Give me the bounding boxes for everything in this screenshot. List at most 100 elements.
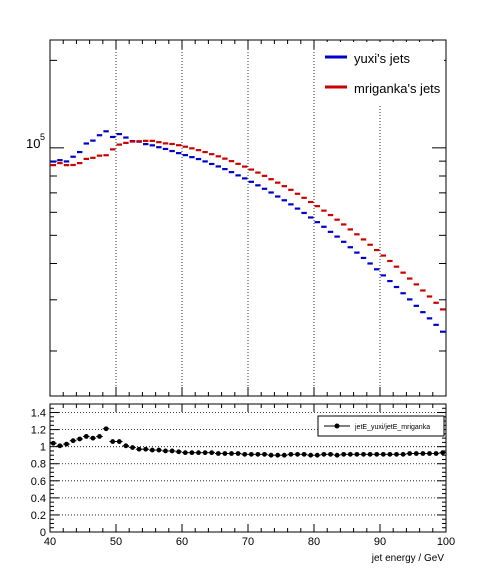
y-tick-label-exponent: 5 — [40, 132, 45, 142]
ratio-point — [295, 451, 300, 457]
ratio-point — [149, 447, 155, 453]
ratio-point — [413, 451, 419, 456]
ratio-point — [341, 451, 347, 457]
ratio-point — [380, 451, 386, 457]
ratio-y-tick-labels: 0 0.2 0.4 0.6 0.8 1 1.2 1.4 — [31, 408, 46, 539]
ratio-point — [387, 451, 393, 457]
ratio-legend: jetE_yuxi/jetE_mriganka — [317, 415, 445, 437]
ratio-point — [130, 445, 135, 450]
legend-label-mriganka: mriganka's jets — [354, 81, 441, 96]
upper-vertical-grid — [115, 40, 381, 396]
ratio-point — [196, 450, 201, 456]
ratio-point — [374, 451, 380, 457]
ratio-point — [328, 451, 333, 457]
ratio-point — [334, 452, 340, 458]
upper-axis-ticks — [49, 40, 447, 396]
y-tick-label-base: 10 — [26, 136, 40, 151]
ratio-point — [255, 451, 261, 457]
ratio-point — [440, 450, 446, 456]
x-tick-label: 90 — [374, 536, 386, 548]
ratio-point — [268, 452, 274, 458]
ratio-point — [136, 446, 142, 452]
legend-label-yuxi: yuxi's jets — [354, 51, 410, 66]
ratio-series — [50, 426, 446, 458]
x-tick-label: 100 — [437, 536, 455, 548]
ratio-point — [182, 450, 188, 456]
ratio-y-tick-label: 0.6 — [31, 476, 46, 488]
ratio-y-tick-label: 0 — [40, 527, 46, 539]
ratio-point — [202, 450, 208, 456]
upper-y-tick-label: 10 5 — [26, 132, 45, 151]
ratio-y-tick-label: 1 — [40, 442, 46, 454]
x-axis-label: jet energy / GeV — [371, 553, 445, 564]
ratio-plot: 0 0.2 0.4 0.6 0.8 1 1.2 1.4 40 50 60 70 80 90 100 jet… — [31, 403, 455, 564]
ratio-point — [248, 451, 254, 457]
ratio-point — [123, 443, 129, 449]
series-yuxi — [50, 130, 446, 333]
series-mriganka — [50, 139, 446, 311]
ratio-point — [288, 451, 294, 457]
ratio-legend-label: jetE_yuxi/jetE_mriganka — [354, 424, 430, 431]
ratio-point — [70, 438, 76, 444]
ratio-point — [209, 450, 215, 456]
upper-legend: yuxi's jets mriganka's jets — [320, 42, 444, 104]
ratio-point — [83, 434, 89, 439]
ratio-point — [116, 439, 122, 444]
x-tick-label: 80 — [308, 536, 320, 548]
x-tick-label: 60 — [176, 536, 188, 548]
upper-legend-box — [320, 42, 444, 104]
ratio-point — [400, 451, 406, 457]
ratio-point — [361, 451, 366, 457]
ratio-axis-ticks — [49, 403, 447, 533]
ratio-point — [433, 451, 439, 456]
ratio-point — [97, 434, 102, 439]
ratio-point — [262, 451, 267, 457]
upper-plot: 10 5 yuxi's jets mriganka's jets — [26, 39, 447, 397]
ratio-point — [367, 451, 373, 457]
ratio-point — [321, 451, 327, 457]
ratio-point — [427, 451, 432, 456]
ratio-point — [308, 452, 314, 458]
ratio-point — [281, 452, 287, 458]
ratio-point — [215, 451, 221, 456]
ratio-point — [275, 452, 281, 458]
ratio-point — [229, 451, 234, 456]
ratio-point — [110, 439, 116, 444]
ratio-point — [394, 451, 399, 457]
ratio-point — [77, 436, 83, 442]
ratio-point — [156, 447, 162, 453]
ratio-point — [163, 448, 168, 454]
x-tick-label: 50 — [110, 536, 122, 548]
ratio-point — [169, 448, 175, 454]
ratio-y-tick-label: 1.4 — [31, 408, 46, 420]
ratio-x-tick-labels: 40 50 60 70 80 90 100 — [44, 536, 455, 548]
ratio-point — [354, 451, 360, 457]
ratio-point — [57, 443, 63, 449]
ratio-point — [189, 450, 195, 456]
ratio-point — [407, 451, 413, 456]
ratio-point — [347, 451, 353, 457]
x-tick-label: 40 — [44, 536, 56, 548]
ratio-horizontal-grid — [50, 412, 446, 516]
ratio-point — [301, 451, 307, 457]
ratio-y-tick-label: 0.2 — [31, 510, 46, 522]
ratio-point — [235, 451, 241, 456]
ratio-y-tick-label: 0.8 — [31, 459, 46, 471]
ratio-y-tick-label: 1.2 — [31, 425, 46, 437]
ratio-point — [176, 449, 182, 455]
ratio-point — [222, 451, 228, 456]
ratio-point — [314, 452, 320, 458]
upper-series — [50, 130, 446, 333]
series-ratio — [50, 426, 446, 458]
ratio-legend-marker — [334, 423, 340, 429]
ratio-point — [64, 441, 69, 447]
ratio-point — [90, 435, 96, 441]
ratio-y-tick-label: 0.4 — [31, 493, 46, 505]
ratio-point — [50, 440, 56, 446]
ratio-point — [103, 426, 109, 432]
ratio-legend-box — [317, 415, 445, 437]
ratio-point — [242, 451, 248, 457]
ratio-point — [143, 446, 149, 452]
x-tick-label: 70 — [242, 536, 254, 548]
